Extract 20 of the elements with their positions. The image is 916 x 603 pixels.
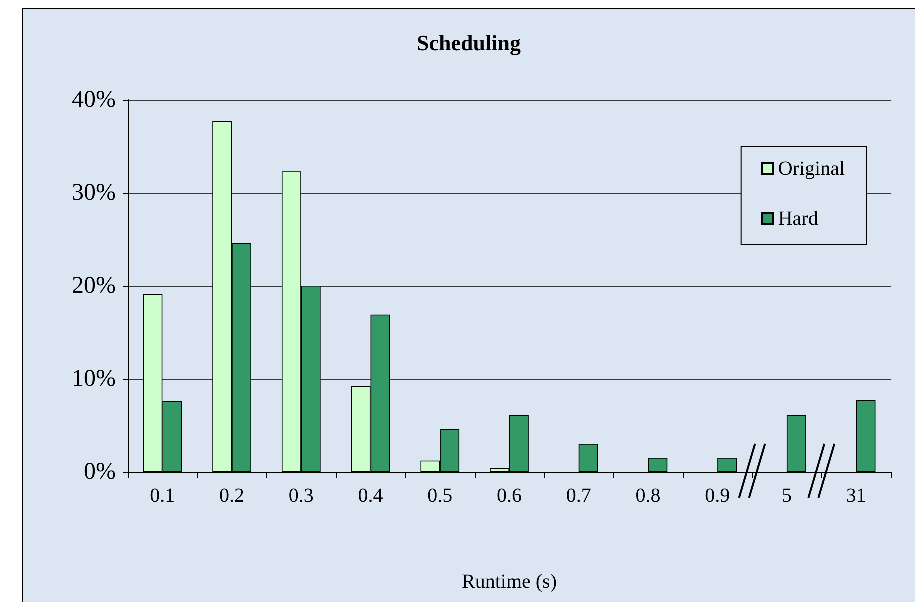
x-tick-label: 0.2 [220, 485, 245, 507]
x-tick-label: 0.9 [705, 485, 730, 507]
x-tick-label: 0.3 [288, 485, 314, 507]
legend-label: Hard [778, 208, 818, 230]
y-tick-label: 10% [72, 366, 116, 392]
y-tick-label: 40% [72, 87, 116, 113]
x-tick-label: 0.6 [497, 485, 522, 507]
legend-label: Original [778, 158, 846, 180]
x-tick-label: 0.8 [636, 485, 661, 507]
x-tick-label: 0.5 [428, 485, 453, 507]
x-tick-label: 0.4 [358, 485, 384, 507]
x-axis-title: Runtime (s) [462, 571, 557, 593]
x-tick-label: 0.1 [150, 485, 176, 507]
y-tick-label: 0% [84, 459, 116, 485]
x-tick-label: 0.7 [566, 485, 592, 507]
x-tick-label: 31 [846, 485, 866, 507]
y-tick-label: 30% [72, 180, 116, 206]
y-tick-label: 20% [72, 273, 116, 299]
chart-title: Scheduling [417, 30, 521, 56]
x-tick-label: 5 [782, 485, 792, 507]
